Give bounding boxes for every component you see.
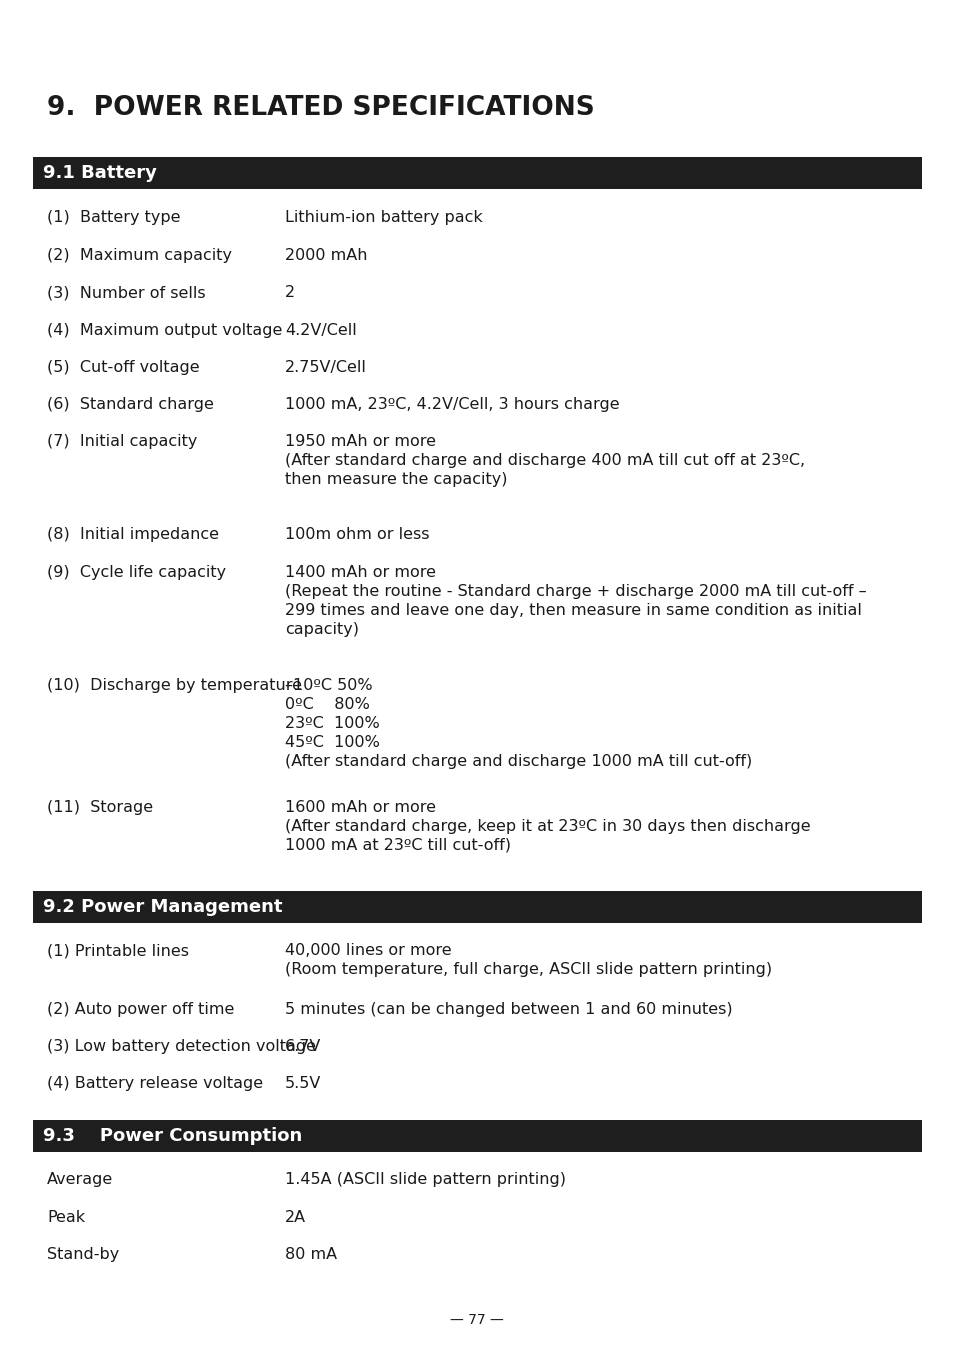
- Text: — 77 —: — 77 —: [450, 1313, 503, 1327]
- Text: (11)  Storage: (11) Storage: [47, 800, 153, 815]
- Text: –10ºC 50%: –10ºC 50%: [285, 678, 373, 693]
- Text: 1950 mAh or more: 1950 mAh or more: [285, 434, 436, 449]
- Text: Average: Average: [47, 1173, 113, 1188]
- Text: 9.2 Power Management: 9.2 Power Management: [43, 898, 282, 916]
- Bar: [33, 1120, 921, 1152]
- Text: (After standard charge, keep it at 23ºC in 30 days then discharge: (After standard charge, keep it at 23ºC …: [285, 819, 810, 834]
- Text: 9.3    Power Consumption: 9.3 Power Consumption: [43, 1127, 302, 1146]
- Text: (2)  Maximum capacity: (2) Maximum capacity: [47, 249, 232, 263]
- Text: 2A: 2A: [285, 1210, 306, 1225]
- Text: (Repeat the routine - Standard charge + discharge 2000 mA till cut-off –: (Repeat the routine - Standard charge + …: [285, 584, 865, 598]
- Text: (3)  Number of sells: (3) Number of sells: [47, 285, 206, 300]
- Text: 2: 2: [285, 285, 294, 300]
- Text: Lithium-ion battery pack: Lithium-ion battery pack: [285, 209, 482, 226]
- Bar: [33, 157, 921, 189]
- Text: 1000 mA at 23ºC till cut-off): 1000 mA at 23ºC till cut-off): [285, 838, 511, 852]
- Text: 0ºC    80%: 0ºC 80%: [285, 697, 370, 712]
- Text: 5 minutes (can be changed between 1 and 60 minutes): 5 minutes (can be changed between 1 and …: [285, 1002, 732, 1017]
- Text: 80 mA: 80 mA: [285, 1247, 336, 1262]
- Text: 1600 mAh or more: 1600 mAh or more: [285, 800, 436, 815]
- Text: 299 times and leave one day, then measure in same condition as initial: 299 times and leave one day, then measur…: [285, 603, 861, 617]
- Text: (Room temperature, full charge, ASCII slide pattern printing): (Room temperature, full charge, ASCII sl…: [285, 962, 771, 977]
- Text: 40,000 lines or more: 40,000 lines or more: [285, 943, 451, 958]
- Text: (1) Printable lines: (1) Printable lines: [47, 943, 189, 958]
- Text: (2) Auto power off time: (2) Auto power off time: [47, 1002, 234, 1017]
- Text: 5.5V: 5.5V: [285, 1075, 321, 1092]
- Text: 2.75V/Cell: 2.75V/Cell: [285, 359, 367, 376]
- Text: (5)  Cut-off voltage: (5) Cut-off voltage: [47, 359, 199, 376]
- Text: 1.45A (ASCII slide pattern printing): 1.45A (ASCII slide pattern printing): [285, 1173, 565, 1188]
- Text: 1400 mAh or more: 1400 mAh or more: [285, 565, 436, 580]
- Text: 100m ohm or less: 100m ohm or less: [285, 527, 429, 542]
- Text: (9)  Cycle life capacity: (9) Cycle life capacity: [47, 565, 226, 580]
- Text: Peak: Peak: [47, 1210, 85, 1225]
- Text: 9.1 Battery: 9.1 Battery: [43, 163, 156, 182]
- Text: 23ºC  100%: 23ºC 100%: [285, 716, 379, 731]
- Text: 45ºC  100%: 45ºC 100%: [285, 735, 379, 750]
- Text: (6)  Standard charge: (6) Standard charge: [47, 397, 213, 412]
- Text: (10)  Discharge by temperature: (10) Discharge by temperature: [47, 678, 302, 693]
- Text: (4) Battery release voltage: (4) Battery release voltage: [47, 1075, 263, 1092]
- Text: (7)  Initial capacity: (7) Initial capacity: [47, 434, 197, 449]
- Bar: [33, 892, 921, 923]
- Text: 9.  POWER RELATED SPECIFICATIONS: 9. POWER RELATED SPECIFICATIONS: [47, 95, 594, 122]
- Text: (3) Low battery detection voltage: (3) Low battery detection voltage: [47, 1039, 315, 1054]
- Text: then measure the capacity): then measure the capacity): [285, 471, 507, 486]
- Text: 2000 mAh: 2000 mAh: [285, 249, 367, 263]
- Text: (After standard charge and discharge 1000 mA till cut-off): (After standard charge and discharge 100…: [285, 754, 752, 769]
- Text: (4)  Maximum output voltage: (4) Maximum output voltage: [47, 323, 282, 338]
- Text: Stand-by: Stand-by: [47, 1247, 119, 1262]
- Text: (After standard charge and discharge 400 mA till cut off at 23ºC,: (After standard charge and discharge 400…: [285, 453, 804, 467]
- Text: (1)  Battery type: (1) Battery type: [47, 209, 180, 226]
- Text: 1000 mA, 23ºC, 4.2V/Cell, 3 hours charge: 1000 mA, 23ºC, 4.2V/Cell, 3 hours charge: [285, 397, 619, 412]
- Text: capacity): capacity): [285, 621, 358, 638]
- Text: 6.7V: 6.7V: [285, 1039, 321, 1054]
- Text: 4.2V/Cell: 4.2V/Cell: [285, 323, 356, 338]
- Text: (8)  Initial impedance: (8) Initial impedance: [47, 527, 219, 542]
